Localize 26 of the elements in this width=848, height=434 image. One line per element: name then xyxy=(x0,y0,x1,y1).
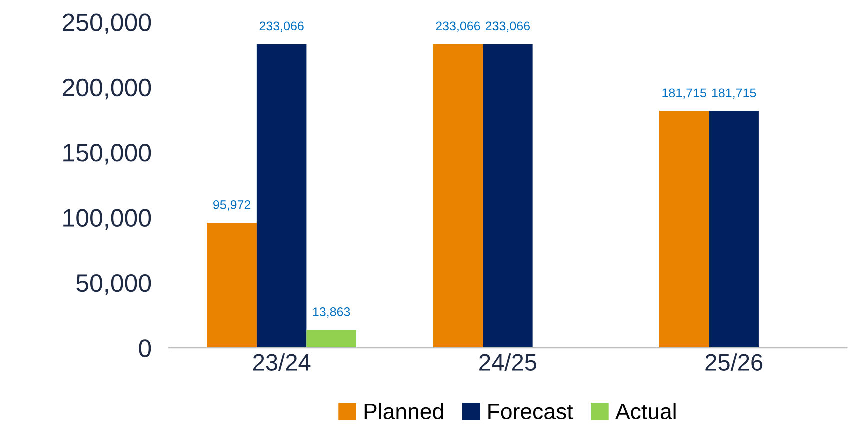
y-tick-label: 200,000 xyxy=(62,78,152,100)
data-label: 233,066 xyxy=(260,22,304,32)
y-tick-label: 150,000 xyxy=(64,144,152,165)
data-label: 233,066 xyxy=(486,22,530,32)
bar xyxy=(306,330,356,348)
data-label: 181,715 xyxy=(712,88,756,100)
y-tick-label: 0 xyxy=(139,340,152,358)
bar xyxy=(709,111,759,348)
x-tick-label: 23/24 xyxy=(253,354,311,371)
legend-label: Actual xyxy=(616,403,676,420)
data-label: 13,863 xyxy=(313,308,350,318)
x-tick-label: 24/25 xyxy=(480,354,537,371)
bar xyxy=(256,44,307,348)
x-tick-label: 25/26 xyxy=(706,354,763,371)
y-tick-label: 100,000 xyxy=(64,209,152,230)
bar xyxy=(659,111,710,348)
bar xyxy=(483,44,533,348)
data-label: 181,715 xyxy=(662,88,706,100)
legend-label: Forecast xyxy=(488,404,574,420)
y-tick-label: 50,000 xyxy=(76,274,152,296)
data-label: 95,972 xyxy=(214,200,251,211)
data-label: 233,066 xyxy=(436,22,480,32)
legend-label: Planned xyxy=(364,403,444,420)
bar xyxy=(207,222,257,348)
bar xyxy=(433,44,484,348)
y-tick-label: 250,000 xyxy=(62,14,152,34)
